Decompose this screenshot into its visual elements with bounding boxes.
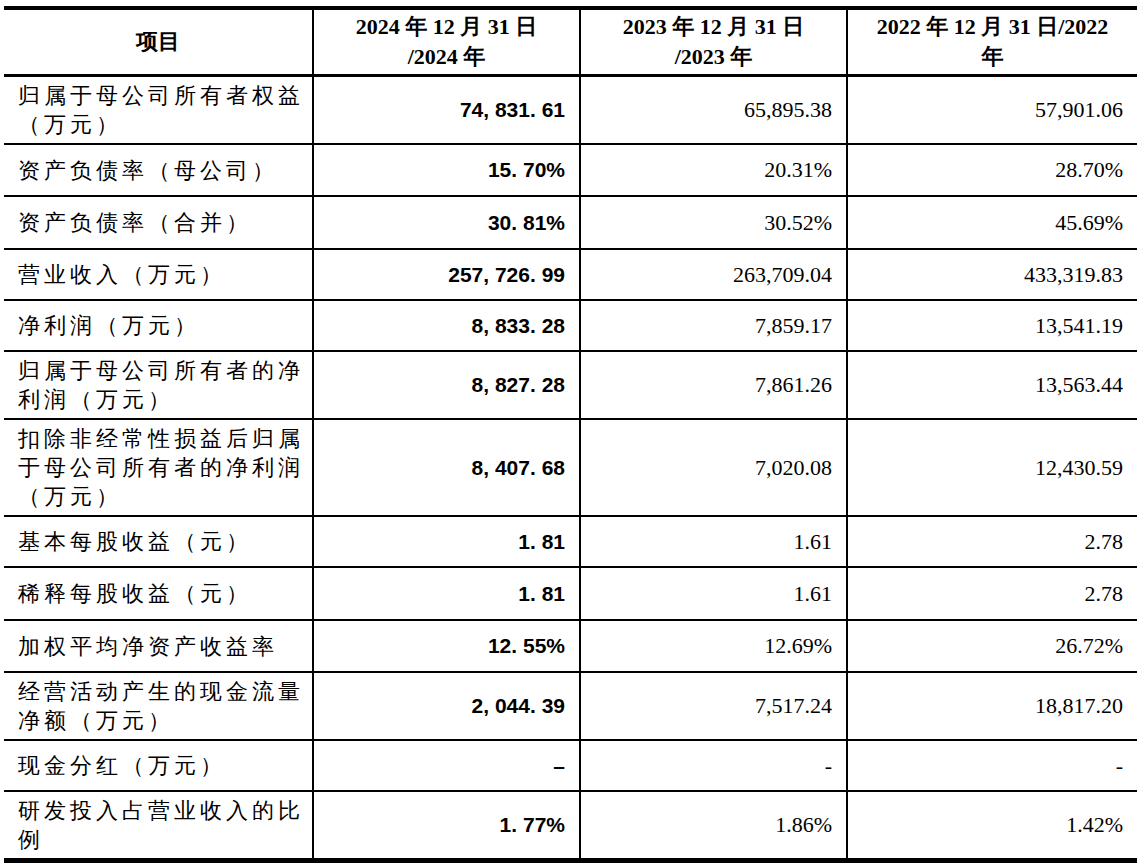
value-2024: 8, 833. 28: [313, 300, 580, 351]
table-row: 净利润（万元） 8, 833. 28 7,859.17 13,541.19: [4, 300, 1137, 351]
value-2024: 1. 81: [313, 567, 580, 620]
value-2022: 2.78: [847, 567, 1137, 620]
table-row: 资产负债率（合并） 30. 81% 30.52% 45.69%: [4, 196, 1137, 249]
value-2023: -: [580, 740, 847, 791]
row-label: 资产负债率（母公司）: [4, 144, 313, 196]
value-2024: 2, 044. 39: [313, 672, 580, 740]
table-row: 经营活动产生的现金流量净额（万元） 2, 044. 39 7,517.24 18…: [4, 672, 1137, 740]
value-2023: 20.31%: [580, 144, 847, 196]
value-2022: 13,563.44: [847, 351, 1137, 419]
header-2023-line1: 2023 年 12 月 31 日: [585, 12, 842, 42]
table-row: 研发投入占营业收入的比例 1. 77% 1.86% 1.42%: [4, 791, 1137, 861]
header-2022-line2: 年: [852, 42, 1133, 72]
header-2023-line2: /2023 年: [585, 42, 842, 72]
value-2023: 1.61: [580, 567, 847, 620]
value-2023: 7,861.26: [580, 351, 847, 419]
value-2023: 7,020.08: [580, 419, 847, 516]
value-2024: 15. 70%: [313, 144, 580, 196]
table-row: 基本每股收益（元） 1. 81 1.61 2.78: [4, 516, 1137, 567]
row-label: 资产负债率（合并）: [4, 196, 313, 249]
value-2022: -: [847, 740, 1137, 791]
value-2022: 13,541.19: [847, 300, 1137, 351]
value-2024: 8, 407. 68: [313, 419, 580, 516]
table-row: 稀释每股收益（元） 1. 81 1.61 2.78: [4, 567, 1137, 620]
value-2024: 30. 81%: [313, 196, 580, 249]
value-2024: 8, 827. 28: [313, 351, 580, 419]
header-2024: 2024 年 12 月 31 日 /2024 年: [313, 8, 580, 76]
value-2022: 18,817.20: [847, 672, 1137, 740]
value-2022: 433,319.83: [847, 249, 1137, 300]
row-label: 归属于母公司所有者的净利润（万元）: [4, 351, 313, 419]
value-2022: 45.69%: [847, 196, 1137, 249]
value-2023: 1.86%: [580, 791, 847, 861]
header-2022-line1: 2022 年 12 月 31 日/2022: [852, 12, 1133, 42]
row-label: 研发投入占营业收入的比例: [4, 791, 313, 861]
value-2024: –: [313, 740, 580, 791]
row-label: 经营活动产生的现金流量净额（万元）: [4, 672, 313, 740]
row-label: 营业收入（万元）: [4, 249, 313, 300]
value-2022: 2.78: [847, 516, 1137, 567]
value-2022: 26.72%: [847, 620, 1137, 672]
value-2024: 257, 726. 99: [313, 249, 580, 300]
row-label: 稀释每股收益（元）: [4, 567, 313, 620]
value-2023: 1.61: [580, 516, 847, 567]
value-2024: 1. 77%: [313, 791, 580, 861]
table-row: 营业收入（万元） 257, 726. 99 263,709.04 433,319…: [4, 249, 1137, 300]
table-row: 资产负债率（母公司） 15. 70% 20.31% 28.70%: [4, 144, 1137, 196]
row-label: 基本每股收益（元）: [4, 516, 313, 567]
row-label: 加权平均净资产收益率: [4, 620, 313, 672]
header-row: 项目 2024 年 12 月 31 日 /2024 年 2023 年 12 月 …: [4, 8, 1137, 76]
value-2024: 12. 55%: [313, 620, 580, 672]
table-row: 归属于母公司所有者的净利润（万元） 8, 827. 28 7,861.26 13…: [4, 351, 1137, 419]
value-2023: 7,859.17: [580, 300, 847, 351]
header-item: 项目: [4, 8, 313, 76]
table-row: 加权平均净资产收益率 12. 55% 12.69% 26.72%: [4, 620, 1137, 672]
row-label: 净利润（万元）: [4, 300, 313, 351]
value-2022: 12,430.59: [847, 419, 1137, 516]
row-label: 现金分红（万元）: [4, 740, 313, 791]
table-row: 扣除非经常性损益后归属于母公司所有者的净利润（万元） 8, 407. 68 7,…: [4, 419, 1137, 516]
financial-summary-table: 项目 2024 年 12 月 31 日 /2024 年 2023 年 12 月 …: [4, 6, 1137, 863]
header-2023: 2023 年 12 月 31 日 /2023 年: [580, 8, 847, 76]
value-2023: 65,895.38: [580, 76, 847, 145]
header-2024-line1: 2024 年 12 月 31 日: [318, 12, 575, 42]
value-2023: 7,517.24: [580, 672, 847, 740]
value-2024: 1. 81: [313, 516, 580, 567]
table-row: 现金分红（万元） – - -: [4, 740, 1137, 791]
value-2023: 30.52%: [580, 196, 847, 249]
value-2022: 28.70%: [847, 144, 1137, 196]
row-label: 扣除非经常性损益后归属于母公司所有者的净利润（万元）: [4, 419, 313, 516]
header-2022: 2022 年 12 月 31 日/2022 年: [847, 8, 1137, 76]
header-2024-line2: /2024 年: [318, 42, 575, 72]
value-2024: 74, 831. 61: [313, 76, 580, 145]
row-label: 归属于母公司所有者权益（万元）: [4, 76, 313, 145]
value-2023: 263,709.04: [580, 249, 847, 300]
table-row: 归属于母公司所有者权益（万元） 74, 831. 61 65,895.38 57…: [4, 76, 1137, 145]
value-2022: 57,901.06: [847, 76, 1137, 145]
value-2023: 12.69%: [580, 620, 847, 672]
value-2022: 1.42%: [847, 791, 1137, 861]
